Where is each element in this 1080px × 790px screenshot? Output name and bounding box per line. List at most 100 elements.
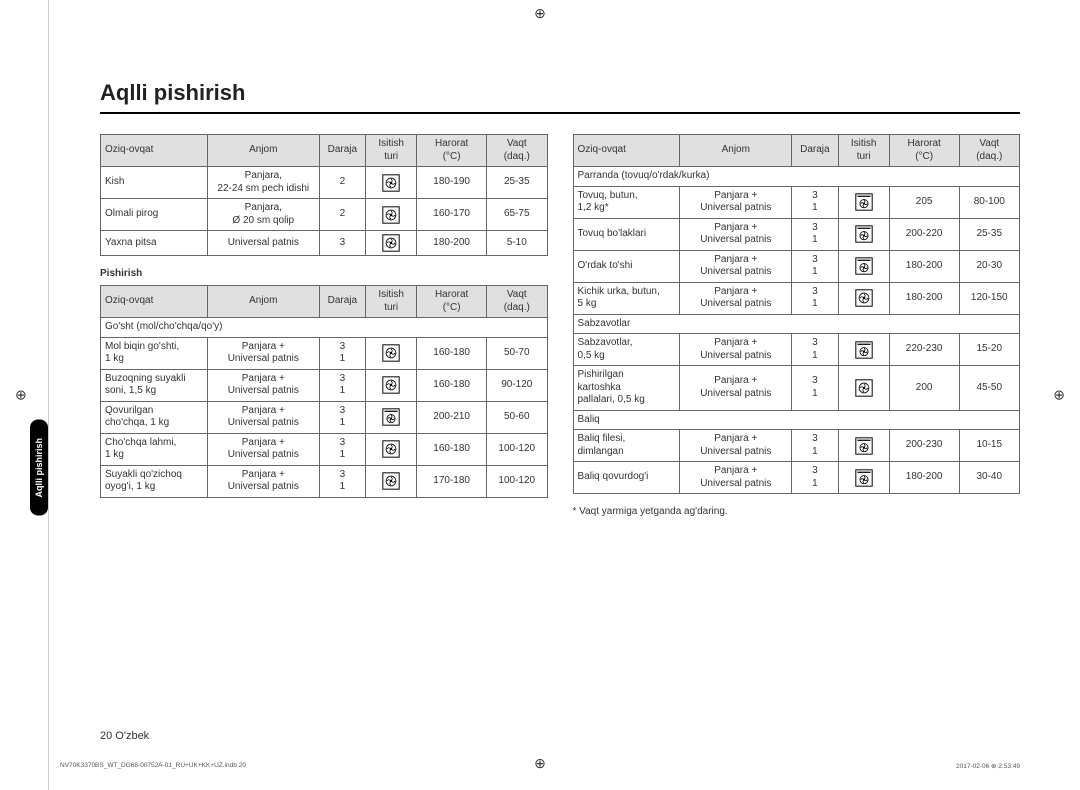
cell-vaqt: 5-10 bbox=[487, 231, 547, 256]
cell-vaqt: 90-120 bbox=[487, 369, 547, 401]
data-row: Kichik urka, butun,5 kgPanjara +Universa… bbox=[573, 282, 1020, 314]
cell-food: Kichik urka, butun,5 kg bbox=[573, 282, 680, 314]
cell-food: Tovuq, butun,1,2 kg* bbox=[573, 186, 680, 218]
cell-vaqt: 65-75 bbox=[487, 199, 547, 231]
tiny-footer-right: 2017-02-06 ⊕ 2:53:49 bbox=[956, 762, 1020, 770]
fan-icon bbox=[855, 289, 873, 307]
table-right: Oziq-ovqatAnjomDarajaIsitishturiHarorat(… bbox=[573, 134, 1021, 494]
fan-top-icon bbox=[855, 341, 873, 359]
cell-icon bbox=[838, 250, 889, 282]
cell-harorat: 180-200 bbox=[889, 250, 959, 282]
cell-food: Pishirilgankartoshkapallalari, 0,5 kg bbox=[573, 366, 680, 411]
cell-daraja: 31 bbox=[792, 366, 839, 411]
th-vaqt: Vaqt(daq.) bbox=[959, 135, 1019, 167]
cell-food: Yaxna pitsa bbox=[101, 231, 208, 256]
th-anjom: Anjom bbox=[207, 286, 319, 318]
data-row: Yaxna pitsaUniversal patnis3 180-2005-10 bbox=[101, 231, 548, 256]
fan-icon bbox=[382, 376, 400, 394]
cell-vaqt: 45-50 bbox=[959, 366, 1019, 411]
section-row: Parranda (tovuq/o'rdak/kurka) bbox=[573, 167, 1020, 187]
cell-anjom: Panjara +Universal patnis bbox=[680, 430, 792, 462]
data-row: Sabzavotlar,0,5 kgPanjara +Universal pat… bbox=[573, 334, 1020, 366]
cell-food: Tovuq bo'laklari bbox=[573, 218, 680, 250]
fan-top-icon bbox=[855, 437, 873, 455]
fan-icon bbox=[382, 472, 400, 490]
cell-food: Cho'chqa lahmi,1 kg bbox=[101, 433, 208, 465]
th-daraja: Daraja bbox=[319, 286, 366, 318]
table-left-1: Oziq-ovqatAnjomDarajaIsitishturiHarorat(… bbox=[100, 134, 548, 256]
cell-icon bbox=[838, 186, 889, 218]
footnote: * Vaqt yarmiga yetganda ag'daring. bbox=[573, 506, 1021, 517]
cell-harorat: 200 bbox=[889, 366, 959, 411]
page-content: Aqlli pishirish Oziq-ovqatAnjomDarajaIsi… bbox=[0, 0, 1080, 547]
fan-top-icon bbox=[855, 469, 873, 487]
data-row: Olmali pirogPanjara,Ø 20 sm qolip2160-17… bbox=[101, 199, 548, 231]
data-row: KishPanjara,22-24 sm pech idishi2180-190… bbox=[101, 167, 548, 199]
cell-daraja: 31 bbox=[792, 462, 839, 494]
fan-icon bbox=[382, 174, 400, 192]
cell-daraja: 2 bbox=[319, 199, 366, 231]
cell-icon bbox=[366, 231, 417, 256]
cell-anjom: Panjara +Universal patnis bbox=[680, 366, 792, 411]
cell-harorat: 180-200 bbox=[889, 462, 959, 494]
cell-anjom: Universal patnis bbox=[207, 231, 319, 256]
fan-icon bbox=[382, 206, 400, 224]
cell-harorat: 180-200 bbox=[417, 231, 487, 256]
cell-food: Buzoqning suyaklisoni, 1,5 kg bbox=[101, 369, 208, 401]
cell-harorat: 180-190 bbox=[417, 167, 487, 199]
cell-vaqt: 50-60 bbox=[487, 401, 547, 433]
th-vaqt: Vaqt(daq.) bbox=[487, 135, 547, 167]
cell-anjom: Panjara,22-24 sm pech idishi bbox=[207, 167, 319, 199]
cell-icon bbox=[366, 433, 417, 465]
cell-anjom: Panjara,Ø 20 sm qolip bbox=[207, 199, 319, 231]
cell-icon bbox=[838, 462, 889, 494]
tiny-footer-left: NV70K3370BS_WT_DG68-00752A-01_RU+UK+KK+U… bbox=[60, 762, 246, 770]
cell-icon bbox=[366, 199, 417, 231]
cell-anjom: Panjara +Universal patnis bbox=[207, 465, 319, 497]
cell-icon bbox=[838, 366, 889, 411]
right-column: Oziq-ovqatAnjomDarajaIsitishturiHarorat(… bbox=[573, 134, 1021, 517]
cell-daraja: 31 bbox=[319, 337, 366, 369]
cell-harorat: 220-230 bbox=[889, 334, 959, 366]
cell-daraja: 31 bbox=[319, 401, 366, 433]
th-vaqt: Vaqt(daq.) bbox=[487, 286, 547, 318]
cell-vaqt: 100-120 bbox=[487, 465, 547, 497]
cell-daraja: 31 bbox=[319, 433, 366, 465]
fan-top-icon bbox=[855, 225, 873, 243]
th-isitish: Isitishturi bbox=[838, 135, 889, 167]
cell-daraja: 3 bbox=[319, 231, 366, 256]
cell-icon bbox=[838, 282, 889, 314]
cell-daraja: 31 bbox=[792, 250, 839, 282]
tiny-footer: NV70K3370BS_WT_DG68-00752A-01_RU+UK+KK+U… bbox=[60, 762, 1020, 770]
section-row: Go'sht (mol/cho'chqa/qo'y) bbox=[101, 318, 548, 338]
data-row: Qovurilgancho'chqa, 1 kgPanjara +Univers… bbox=[101, 401, 548, 433]
cell-icon bbox=[838, 218, 889, 250]
cell-harorat: 180-200 bbox=[889, 282, 959, 314]
data-row: Baliq qovurdog'iPanjara +Universal patni… bbox=[573, 462, 1020, 494]
cell-food: Suyakli qo'zichoqoyog'i, 1 kg bbox=[101, 465, 208, 497]
two-columns: Oziq-ovqatAnjomDarajaIsitishturiHarorat(… bbox=[100, 134, 1020, 517]
cell-icon bbox=[366, 369, 417, 401]
section-row: Baliq bbox=[573, 410, 1020, 430]
cell-harorat: 205 bbox=[889, 186, 959, 218]
cell-anjom: Panjara +Universal patnis bbox=[680, 218, 792, 250]
cell-anjom: Panjara +Universal patnis bbox=[680, 250, 792, 282]
th-anjom: Anjom bbox=[207, 135, 319, 167]
cell-anjom: Panjara +Universal patnis bbox=[207, 337, 319, 369]
cell-anjom: Panjara +Universal patnis bbox=[680, 186, 792, 218]
left-column: Oziq-ovqatAnjomDarajaIsitishturiHarorat(… bbox=[100, 134, 548, 517]
data-row: Mol biqin go'shti,1 kgPanjara +Universal… bbox=[101, 337, 548, 369]
data-row: O'rdak to'shiPanjara +Universal patnis31… bbox=[573, 250, 1020, 282]
cell-daraja: 31 bbox=[792, 282, 839, 314]
fan-icon bbox=[855, 379, 873, 397]
fan-icon bbox=[382, 234, 400, 252]
cell-anjom: Panjara +Universal patnis bbox=[207, 369, 319, 401]
th-daraja: Daraja bbox=[319, 135, 366, 167]
cell-icon bbox=[838, 430, 889, 462]
cell-anjom: Panjara +Universal patnis bbox=[680, 462, 792, 494]
cell-anjom: Panjara +Universal patnis bbox=[680, 334, 792, 366]
cell-harorat: 160-180 bbox=[417, 337, 487, 369]
cell-food: Baliq qovurdog'i bbox=[573, 462, 680, 494]
cell-daraja: 2 bbox=[319, 167, 366, 199]
th-food: Oziq-ovqat bbox=[573, 135, 680, 167]
